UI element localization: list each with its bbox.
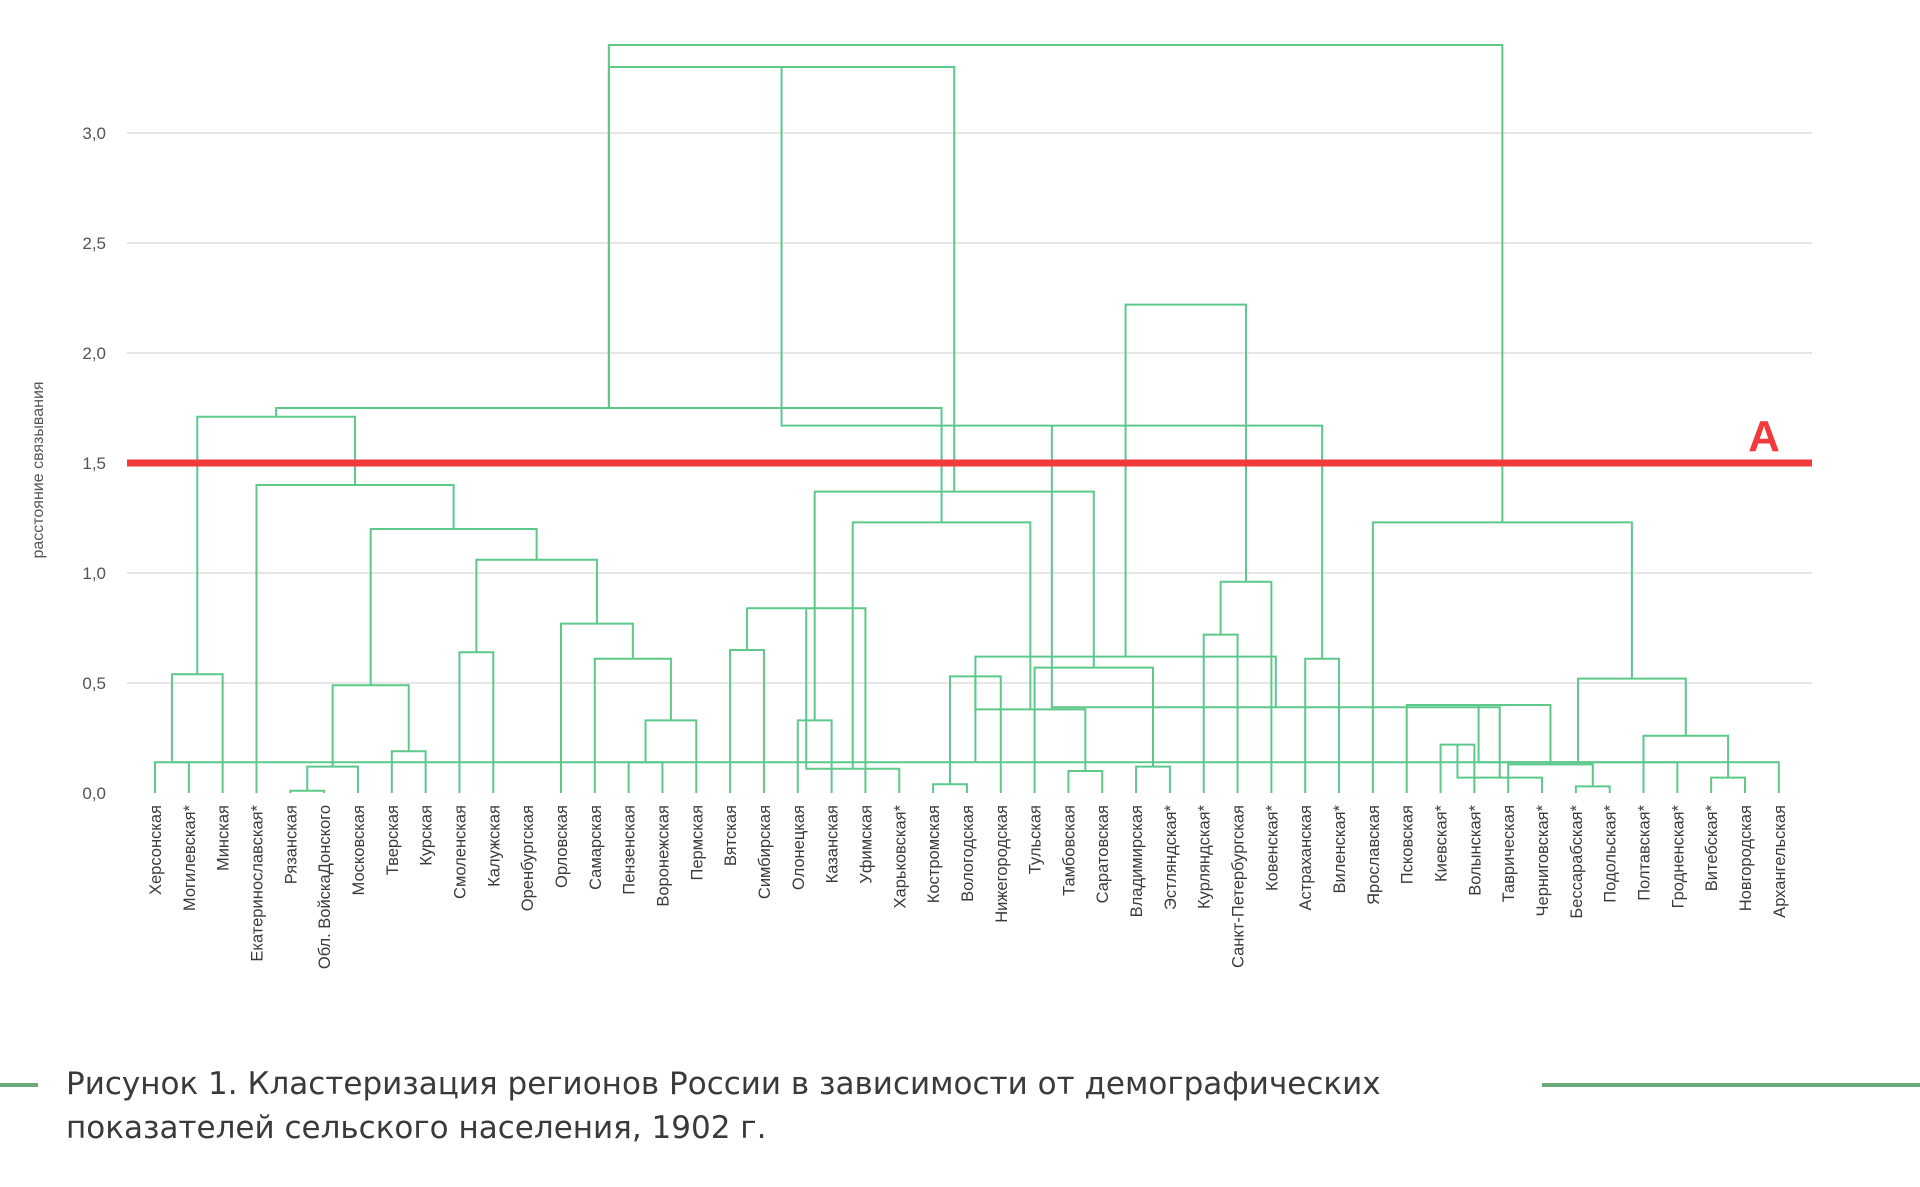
leaf-label: Виленская* [1331,804,1349,893]
dendrogram-link [458,651,495,793]
dendrogram-link [331,684,410,767]
leaf-label: Уфимская [857,805,875,884]
y-axis-label: расстояние связывания [30,381,47,558]
y-tick-label: 1,0 [82,564,106,583]
leaf-label: Бессарабская* [1568,804,1586,918]
leaf-label: Эстляндская* [1162,804,1180,910]
leaf-label: Санкт-Петербургская [1230,805,1248,968]
leaf-label: Олонецкая [790,805,808,890]
leaf-label: Смоленская [451,805,469,899]
dendrogram-link [1371,521,1633,793]
leaf-label: Оренбургская [519,805,537,911]
dendrogram-link [1710,776,1747,793]
leaf-label: Тверская [384,805,402,875]
leaf-label: Могилевская* [181,804,199,911]
leaf-label: Екатеринославская* [248,804,266,961]
leaf-label: Самарская [587,805,605,890]
dendrogram-link [170,673,224,793]
dendrogram-link [154,761,190,793]
leaf-label: Московская [350,805,368,895]
leaf-label: Минская [215,805,233,871]
dendrogram-link [1642,734,1730,793]
dendrogram-link [1202,633,1239,793]
leaf-label: Саратовская [1094,805,1112,903]
leaf-label: Воронежская [654,805,672,907]
leaf-label: Пермская [688,805,706,881]
caption-rule-right [1542,1083,1920,1087]
y-tick-label: 0,0 [82,784,106,803]
y-tick-label: 3,0 [82,124,106,143]
y-axis: 0,0 0,5 1,0 1,5 2,0 2,5 3,0 [82,124,106,803]
y-tick-label: 0,5 [82,674,106,693]
leaf-label: Астраханская [1297,805,1315,910]
y-tick-label: 1,5 [82,454,106,473]
leaf-label: Харьковская* [891,804,909,908]
dendrogram-link [627,761,664,793]
leaf-label: Таврическая [1500,805,1518,902]
leaf-label: Тамбовская [1060,805,1078,896]
dendrogram-link [1067,770,1104,793]
leaf-label: Владимирская [1128,805,1146,917]
dendrogram-link [1576,677,1687,763]
leaf-labels: Херсонская Могилевская* Минская Екатериносл… [147,804,1789,969]
dendrogram-chart: 0,0 0,5 1,0 1,5 2,0 2,5 3,0 расстояние связыва… [30,44,1812,969]
dendrogram-link [369,528,538,686]
dendrogram-link [1050,425,1501,778]
leaf-label: Гродненская* [1669,804,1687,908]
dendrogram-link [559,622,634,793]
caption-text: Рисунок 1. Кластеризация регионов России… [66,1066,1381,1146]
dendrogram-link [196,415,357,675]
threshold-group: A [127,412,1812,467]
dendrogram-link [644,719,698,793]
dendrogram-link [1574,785,1611,793]
dendrogram-link [796,719,833,793]
leaf-label: Казанская [824,805,842,883]
leaf-label: Ярославская [1365,805,1383,905]
y-tick-label: 2,0 [82,344,106,363]
leaf-label: Курляндская* [1196,804,1214,909]
leaf-label: Вятская [722,805,740,866]
leaf-label: Орловская [553,805,571,888]
dendrogram-link [607,44,1504,523]
dendrogram-link [306,765,359,793]
dendrogram-link [932,783,968,793]
caption-rule-left [0,1083,38,1087]
leaf-label: Архангельская [1771,805,1789,918]
dendrogram-link [171,761,1780,793]
dendrogram-link [1304,657,1341,793]
leaf-label: Подольская* [1602,804,1620,902]
leaf-label: Обл. ВойскаДонского [316,805,334,969]
leaf-label: Псковская [1399,805,1417,884]
dendrogram-branches [154,44,1780,793]
dendrogram-link [729,649,765,793]
dendrogram-link [255,484,455,793]
leaf-label: Пензенская [621,805,639,895]
y-tick-label: 2,5 [82,234,106,253]
leaf-label: Полтавская* [1636,804,1654,900]
leaf-label: Киевская* [1433,804,1451,882]
dendrogram-link [289,789,326,793]
leaf-label: Ковенская* [1263,804,1281,891]
threshold-label: A [1748,412,1780,461]
leaf-label: Херсонская [147,805,165,895]
leaf-label: Рязанская [282,805,300,884]
leaf-label: Симбирская [756,805,774,899]
dendrogram-link [593,657,672,793]
leaf-label: Витебская* [1703,804,1721,891]
dendrogram-link [1124,303,1248,657]
dendrogram-link [1507,763,1594,793]
figure-caption: Рисунок 1. Кластеризация регионов России… [66,1062,1466,1150]
leaf-label: Волынская* [1466,804,1484,895]
leaf-label: Черниговская* [1534,804,1552,916]
leaf-label: Курская [418,805,436,866]
leaf-label: Вологодская [959,805,977,902]
leaf-label: Нижегородская [993,805,1011,923]
leaf-label: Тульская [1027,805,1045,874]
leaf-label: Новгородская [1737,805,1755,911]
dendrogram-link [1135,765,1171,793]
leaf-label: Калужская [485,805,503,887]
dendrogram-link [851,521,1032,769]
dendrogram-link [390,750,427,793]
leaf-label: Костромская [925,805,943,903]
